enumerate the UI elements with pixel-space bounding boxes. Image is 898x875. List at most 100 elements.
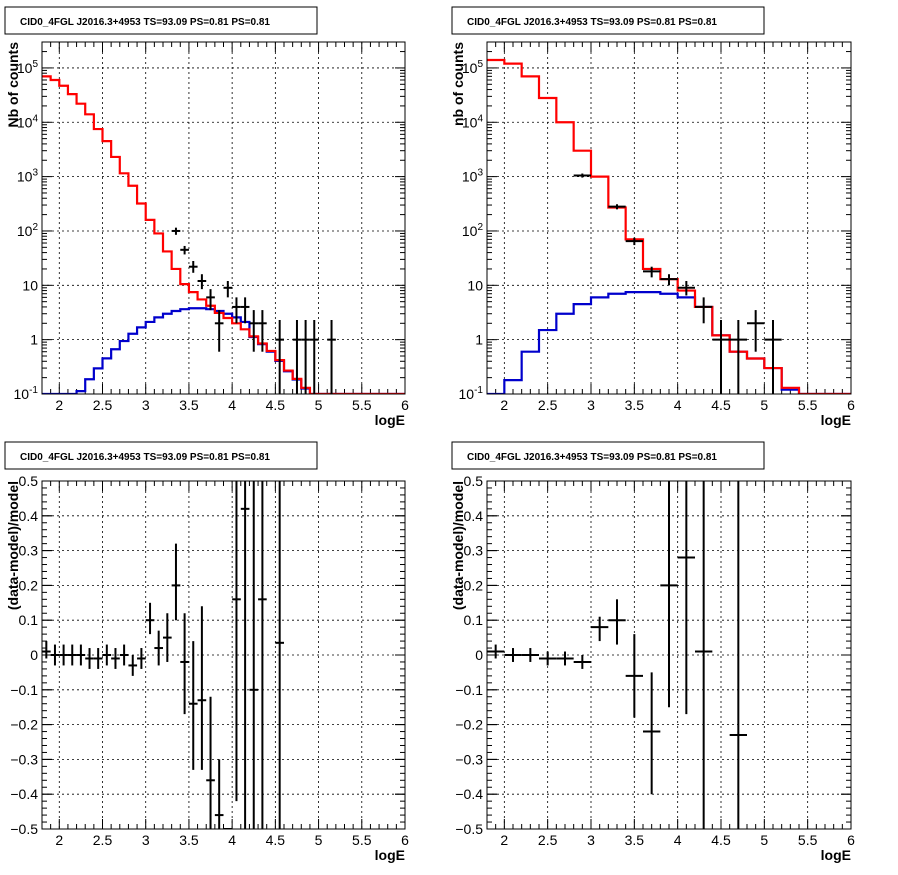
plot-area: [487, 58, 851, 394]
data-point: [206, 289, 215, 311]
data-point: [643, 266, 661, 278]
title-box: [451, 441, 765, 470]
y-tick-label: −0.1: [455, 682, 483, 698]
data-point: [180, 245, 189, 255]
chart-title: CID0_4FGL J2016.3+4953 TS=93.09 PS=0.81 …: [467, 452, 717, 463]
residual-point: [163, 613, 172, 662]
residual-point: [608, 599, 626, 645]
x-tick-label: 2.5: [93, 397, 113, 413]
residual-point: [695, 481, 713, 829]
residual-point: [573, 655, 591, 669]
residual-point: [154, 630, 163, 666]
x-tick-label: 3: [587, 832, 595, 848]
data-point: [309, 319, 319, 394]
y-tick-label: −0.4: [10, 786, 38, 802]
x-tick-label: 3: [587, 397, 595, 413]
residual-point: [197, 606, 207, 770]
residual-point: [591, 616, 609, 642]
x-tick-label: 4: [228, 397, 236, 413]
chart-panel-2: CID0_4FGL J2016.3+4953 TS=93.09 PS=0.81 …: [450, 6, 855, 428]
data-point: [677, 281, 695, 296]
y-tick-label: −0.2: [455, 717, 483, 733]
x-tick-label: 3.5: [625, 397, 645, 413]
residual-point: [137, 648, 146, 669]
chart-panel-4: CID0_4FGL J2016.3+4953 TS=93.09 PS=0.81 …: [450, 441, 855, 863]
y-tick-label: 0: [475, 647, 483, 663]
x-tick-label: 5: [315, 832, 323, 848]
residual-point: [59, 644, 68, 666]
data-point: [197, 274, 207, 290]
residual-point: [643, 672, 661, 795]
y-tick-label: 0.4: [464, 508, 484, 524]
y-tick-label: 1: [475, 332, 483, 348]
x-tick-label: 5: [760, 397, 768, 413]
data-point: [764, 319, 782, 394]
plot-area: [487, 481, 747, 829]
data-point: [660, 274, 678, 286]
residual-point: [180, 613, 189, 715]
y-tick-label: 102: [462, 222, 484, 239]
y-tick-label: 102: [17, 222, 39, 239]
y-tick-label: 0.1: [464, 612, 484, 628]
residual-point: [171, 543, 181, 621]
residual-point: [50, 644, 60, 666]
data-point: [608, 204, 626, 210]
axis-ticks: [486, 42, 852, 395]
x-tick-label: 4: [674, 832, 682, 848]
plot-area: [42, 75, 405, 394]
source-model-histogram: [487, 291, 851, 394]
plot-frame: [486, 41, 852, 395]
data-point: [695, 297, 713, 324]
y-tick-label: −0.5: [455, 821, 483, 837]
residual-point: [275, 481, 284, 829]
residual-point: [128, 655, 138, 676]
residual-point: [258, 481, 267, 829]
residual-point: [206, 696, 215, 829]
y-axis-title: (data-model)/model: [450, 481, 466, 610]
x-tick-label: 3.5: [179, 397, 199, 413]
x-tick-label: 2: [500, 397, 508, 413]
x-tick-label: 4.5: [266, 832, 286, 848]
residual-point: [487, 644, 505, 659]
x-tick-label: 3.5: [179, 832, 199, 848]
y-axis-title: (data-model)/model: [5, 481, 21, 610]
total-model-histogram: [487, 58, 851, 394]
title-box: [4, 6, 318, 35]
y-tick-label: 0.1: [19, 612, 39, 628]
source-model-histogram: [42, 307, 405, 394]
residual-point: [625, 634, 643, 718]
y-axis-title: Nb of counts: [5, 42, 21, 128]
data-point: [188, 261, 198, 273]
chart-panel-3: CID0_4FGL J2016.3+4953 TS=93.09 PS=0.81 …: [4, 441, 409, 863]
residual-point: [556, 651, 574, 666]
data-point: [301, 319, 310, 394]
chart-panel-1: CID0_4FGL J2016.3+4953 TS=93.09 PS=0.81 …: [4, 6, 409, 428]
y-tick-label: 0.5: [19, 473, 39, 489]
y-tick-label: 0.3: [19, 543, 39, 559]
chart-title: CID0_4FGL J2016.3+4953 TS=93.09 PS=0.81 …: [20, 452, 270, 463]
x-tick-label: 5: [315, 397, 323, 413]
x-tick-label: 3.5: [625, 832, 645, 848]
y-tick-label: 1: [30, 332, 38, 348]
x-axis-title: logE: [375, 847, 405, 863]
x-tick-label: 6: [401, 397, 409, 413]
x-tick-label: 2: [55, 397, 63, 413]
title-box: [4, 441, 318, 470]
chart-title: CID0_4FGL J2016.3+4953 TS=93.09 PS=0.81 …: [467, 17, 717, 28]
y-tick-label: −0.4: [455, 786, 483, 802]
y-tick-label: 10: [467, 277, 483, 293]
chart-title: CID0_4FGL J2016.3+4953 TS=93.09 PS=0.81 …: [20, 17, 270, 28]
x-tick-label: 6: [847, 397, 855, 413]
residual-point: [67, 644, 77, 666]
x-tick-label: 4: [674, 397, 682, 413]
residual-point: [521, 648, 539, 662]
total-model-histogram: [42, 75, 405, 394]
plot-area: [42, 481, 284, 829]
y-tick-label: 0.2: [19, 577, 39, 593]
residual-point: [111, 648, 120, 669]
residual-point: [240, 481, 250, 829]
grid: [487, 42, 851, 394]
residual-point: [677, 481, 695, 715]
data-point: [223, 281, 233, 298]
x-tick-label: 4.5: [711, 397, 731, 413]
